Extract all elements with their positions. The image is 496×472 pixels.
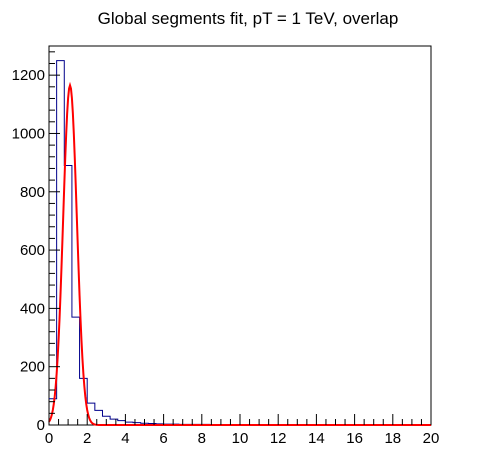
y-tick-label: 1200 — [12, 67, 45, 84]
histogram-layer — [49, 60, 431, 426]
x-tick-label: 18 — [384, 430, 401, 447]
x-tick-label: 0 — [45, 430, 53, 447]
x-tick-label: 2 — [83, 430, 91, 447]
x-tick-label: 6 — [159, 430, 167, 447]
plot-border — [48, 45, 432, 426]
fit-curve-layer — [48, 81, 431, 426]
y-tick-label: 0 — [37, 417, 45, 434]
y-axis: 0 200 400 600 800 1000 1200 — [12, 51, 60, 434]
x-tick-label: 20 — [423, 430, 440, 447]
x-tick-label: 12 — [270, 430, 287, 447]
y-tick-label: 1000 — [12, 125, 45, 142]
x-tick-label: 4 — [121, 430, 129, 447]
gaussian-fit-curve — [48, 81, 431, 426]
y-tick-label: 800 — [20, 184, 45, 201]
x-axis: 0 2 4 6 8 10 12 14 16 18 20 — [45, 414, 440, 447]
y-tick-label: 400 — [20, 300, 45, 317]
y-tick-label: 200 — [20, 359, 45, 376]
plot-frame — [48, 45, 432, 426]
chart-title: Global segments fit, pT = 1 TeV, overlap — [98, 9, 399, 28]
x-tick-label: 10 — [232, 430, 249, 447]
x-tick-label: 8 — [198, 430, 206, 447]
x-tick-label: 16 — [346, 430, 363, 447]
x-tick-label: 14 — [308, 430, 325, 447]
histogram-steps — [49, 60, 431, 426]
y-tick-label: 600 — [20, 242, 45, 259]
